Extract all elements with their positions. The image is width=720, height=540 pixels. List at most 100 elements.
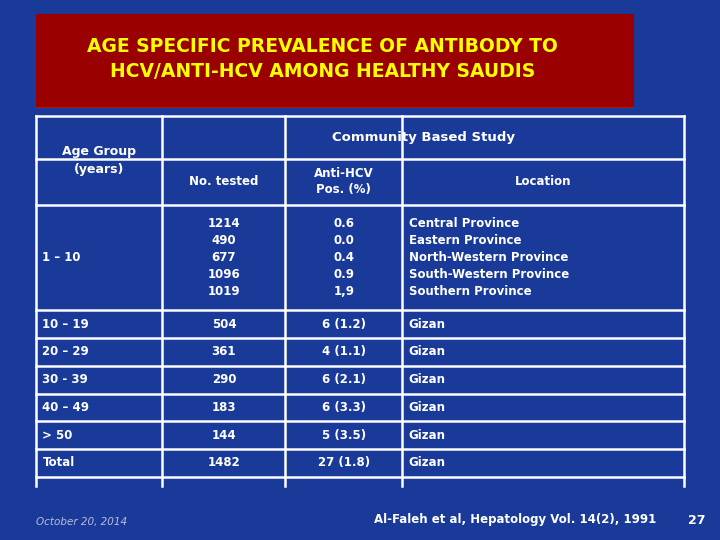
Bar (36, 83, 634, 108)
Text: 6 (1.2): 6 (1.2) (322, 318, 366, 330)
Bar (36, 55, 634, 107)
Text: 20 – 29: 20 – 29 (42, 346, 89, 359)
Text: 4 (1.1): 4 (1.1) (322, 346, 366, 359)
Text: 6 (2.1): 6 (2.1) (322, 373, 366, 386)
Bar (36, 40, 634, 107)
Bar (36, 86, 634, 108)
Bar (36, 89, 634, 108)
Text: Al-Faleh et al, Hepatology Vol. 14(2), 1991: Al-Faleh et al, Hepatology Vol. 14(2), 1… (374, 514, 657, 526)
Bar (36, 102, 634, 108)
Bar (36, 71, 634, 107)
Text: 5 (3.5): 5 (3.5) (322, 429, 366, 442)
Bar (36, 32, 634, 107)
Bar (36, 69, 634, 107)
Bar (36, 50, 634, 107)
Bar (36, 68, 634, 107)
Text: Gizan: Gizan (409, 401, 446, 414)
Text: Gizan: Gizan (409, 456, 446, 469)
Text: October 20, 2014: October 20, 2014 (36, 516, 127, 526)
Text: 504: 504 (212, 318, 236, 330)
Bar (36, 53, 634, 107)
Bar (36, 104, 634, 108)
Bar (36, 25, 634, 107)
Bar (36, 31, 634, 107)
Bar (36, 64, 634, 107)
Bar (36, 28, 634, 107)
Bar (36, 98, 634, 108)
Bar (36, 88, 634, 108)
Bar (36, 106, 634, 108)
Bar (36, 44, 634, 107)
Text: Age Group
(years): Age Group (years) (62, 145, 136, 176)
Bar (36, 48, 634, 107)
Bar (36, 62, 634, 107)
Bar (36, 33, 634, 107)
Bar (36, 78, 634, 107)
Text: 144: 144 (212, 429, 236, 442)
Bar (36, 43, 634, 107)
Bar (36, 87, 634, 108)
Text: Gizan: Gizan (409, 346, 446, 359)
Text: 40 – 49: 40 – 49 (42, 401, 89, 414)
Bar (36, 24, 634, 107)
Bar (36, 59, 634, 107)
Bar (36, 51, 634, 107)
Bar (36, 60, 634, 107)
Text: Gizan: Gizan (409, 429, 446, 442)
Text: 27 (1.8): 27 (1.8) (318, 456, 370, 469)
Text: No. tested: No. tested (189, 176, 258, 188)
Bar (36, 100, 634, 108)
Bar (36, 76, 634, 107)
Bar (36, 30, 634, 107)
Text: 183: 183 (212, 401, 236, 414)
Bar (36, 98, 634, 108)
Bar (36, 41, 634, 107)
Bar (36, 63, 634, 107)
Text: 27: 27 (688, 514, 705, 526)
Bar (36, 54, 634, 107)
Bar (36, 97, 634, 108)
Bar (36, 30, 634, 107)
Text: 6 (3.3): 6 (3.3) (322, 401, 366, 414)
Bar (36, 49, 634, 107)
Bar (36, 39, 634, 107)
Bar (36, 105, 634, 108)
Bar (36, 91, 634, 108)
Bar (36, 35, 634, 107)
Text: Gizan: Gizan (409, 318, 446, 330)
Bar (36, 52, 634, 107)
Bar (36, 75, 634, 107)
Bar (36, 102, 634, 108)
Bar (36, 94, 634, 108)
Bar (36, 83, 634, 108)
Bar (36, 37, 634, 107)
Bar (36, 29, 634, 107)
Bar (36, 82, 634, 108)
Bar (36, 107, 634, 108)
Bar (36, 65, 634, 107)
Bar (36, 72, 634, 107)
Text: Gizan: Gizan (409, 373, 446, 386)
Text: 30 - 39: 30 - 39 (42, 373, 89, 386)
Bar (36, 99, 634, 108)
Bar (36, 93, 634, 108)
Text: 1214
490
677
1096
1019: 1214 490 677 1096 1019 (207, 217, 240, 298)
Bar (36, 95, 634, 108)
Bar (36, 70, 634, 107)
Bar (36, 66, 634, 107)
Bar (36, 26, 634, 107)
Bar (36, 49, 634, 107)
Text: 361: 361 (212, 346, 236, 359)
Text: 0.6
0.0
0.4
0.9
1,9: 0.6 0.0 0.4 0.9 1,9 (333, 217, 354, 298)
Bar (36, 60, 634, 107)
Bar (36, 74, 634, 107)
Bar (36, 56, 634, 107)
Bar (36, 45, 634, 107)
Text: AGE SPECIFIC PREVALENCE OF ANTIBODY TO
HCV/ANTI-HCV AMONG HEALTHY SAUDIS: AGE SPECIFIC PREVALENCE OF ANTIBODY TO H… (87, 37, 558, 81)
Bar (36, 36, 634, 107)
Text: > 50: > 50 (42, 429, 73, 442)
Text: Central Province
Eastern Province
North-Western Province
South-Western Province
: Central Province Eastern Province North-… (409, 217, 569, 298)
Bar (36, 35, 634, 107)
Text: Total: Total (42, 456, 75, 469)
Bar (36, 26, 634, 107)
